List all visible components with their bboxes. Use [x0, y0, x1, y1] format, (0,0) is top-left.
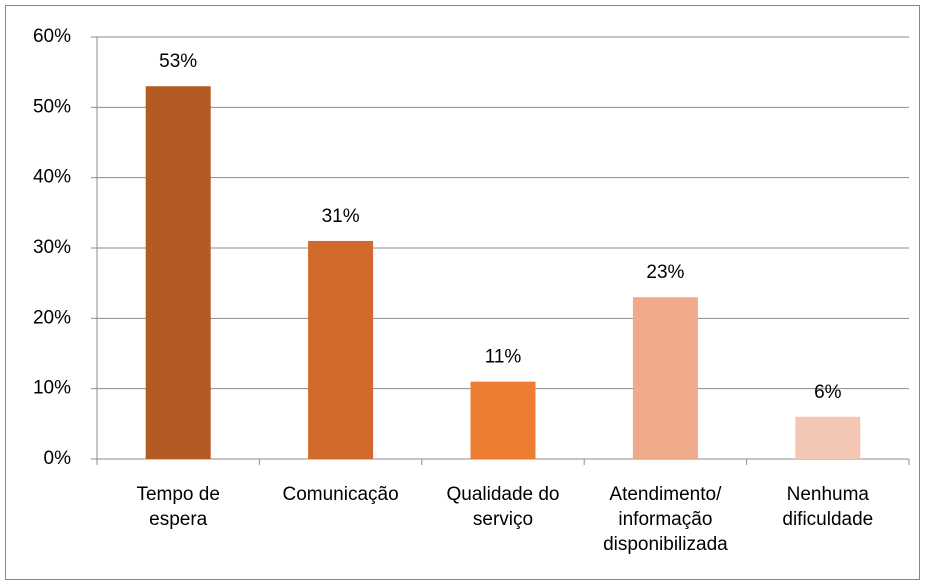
bar — [308, 240, 374, 459]
x-tick-label: Atendimento/ — [609, 484, 722, 505]
x-tick-label: dificuldade — [782, 509, 873, 530]
y-tick-label: 0% — [44, 448, 72, 469]
bar — [795, 416, 861, 459]
x-tick-label: disponibilizada — [603, 534, 728, 555]
y-tick-label: 20% — [33, 307, 71, 328]
data-label: 31% — [322, 206, 360, 227]
bar — [470, 381, 536, 459]
x-tick-label: informação — [618, 509, 712, 530]
y-tick-label: 50% — [33, 96, 71, 117]
y-tick-label: 30% — [33, 237, 71, 258]
x-tick-label: Tempo de — [136, 484, 219, 505]
x-tick-label: Qualidade do — [446, 484, 559, 505]
data-label: 53% — [159, 51, 197, 72]
data-label: 6% — [814, 382, 842, 403]
x-tick-label: serviço — [473, 509, 533, 530]
y-tick-label: 60% — [33, 26, 71, 47]
x-tick-label: espera — [149, 509, 208, 530]
data-label: 11% — [485, 347, 522, 368]
x-tick-label: Comunicação — [283, 484, 399, 505]
data-label: 23% — [646, 262, 684, 283]
y-tick-label: 10% — [33, 378, 71, 399]
y-tick-label: 40% — [33, 167, 71, 188]
bar — [632, 297, 698, 459]
bar — [145, 86, 211, 459]
x-tick-label: Nenhuma — [787, 484, 870, 505]
